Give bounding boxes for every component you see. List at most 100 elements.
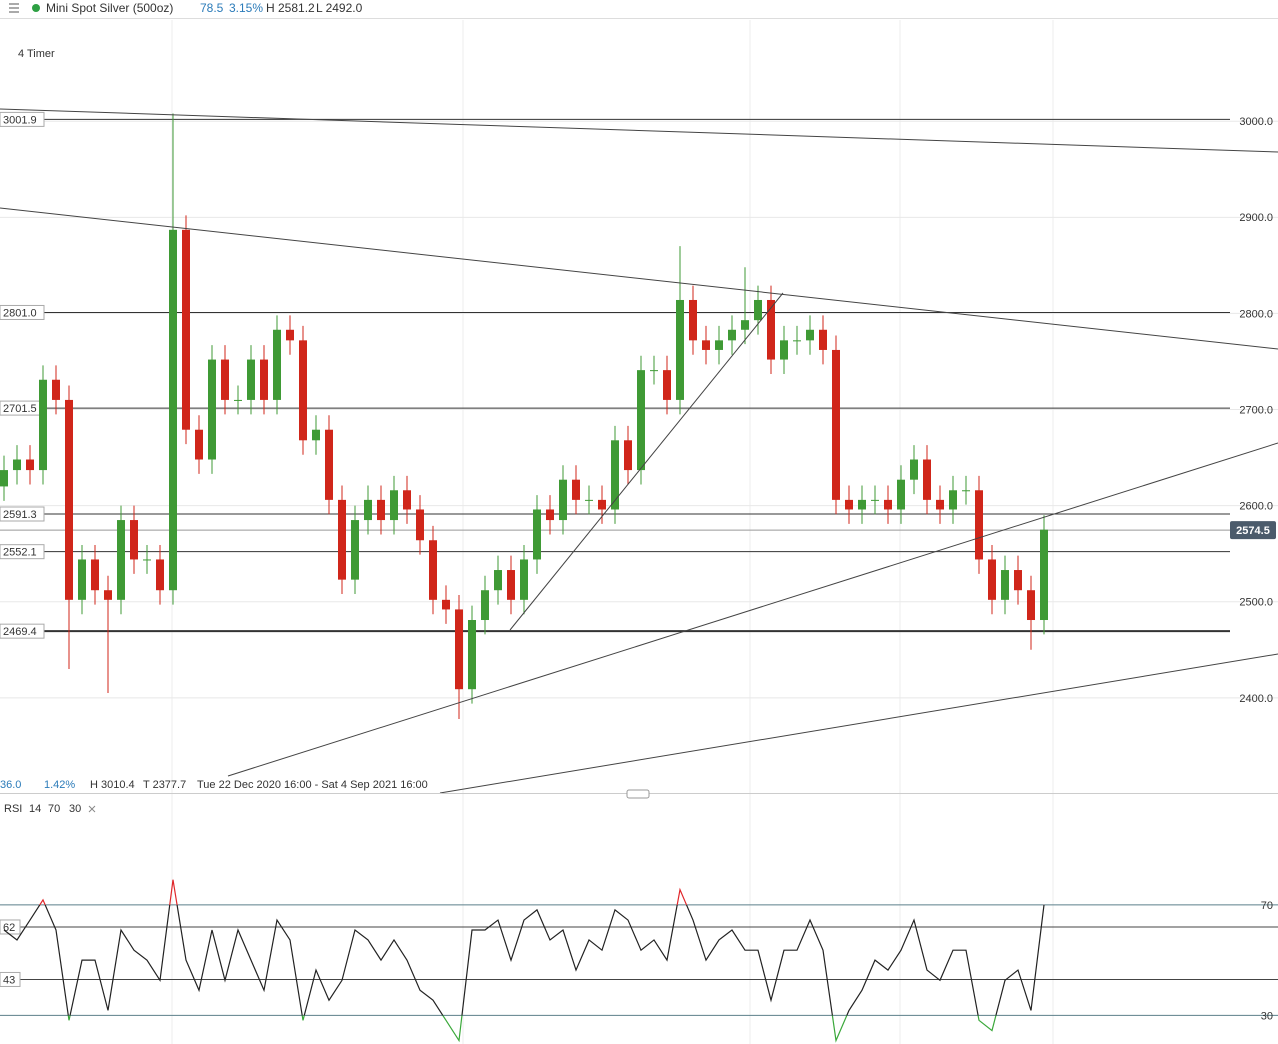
info-range: Tue 22 Dec 2020 16:00 - Sat 4 Sep 2021 1… — [197, 779, 428, 791]
candle-body — [546, 509, 554, 521]
level-label: 2801.0 — [3, 307, 37, 319]
candle-body — [858, 499, 866, 510]
candle-body — [689, 299, 697, 341]
level-tag — [0, 304, 45, 320]
candle-body — [572, 479, 580, 500]
candle-body — [728, 329, 736, 341]
level-label: 2701.5 — [3, 403, 37, 415]
candle-body — [429, 540, 437, 600]
y-tick-label: 2800.0 — [1239, 308, 1273, 320]
candle-body — [65, 399, 73, 600]
header-high: H 2581.2 — [266, 1, 315, 15]
candle-body — [780, 340, 788, 360]
candle-body — [78, 559, 86, 600]
candle-body — [169, 229, 177, 591]
candle-body — [949, 490, 957, 510]
y-tick-label: 2700.0 — [1239, 404, 1273, 416]
timeframe: 4 Timer — [18, 48, 55, 60]
y-tick-label: 2900.0 — [1239, 212, 1273, 224]
candle-body — [481, 590, 489, 621]
candle-body — [455, 609, 463, 690]
y-tick-label: 2500.0 — [1239, 597, 1273, 609]
candle-body — [273, 329, 281, 400]
header-low: L 2492.0 — [316, 1, 363, 15]
candle-body — [806, 329, 814, 341]
candle-body — [364, 499, 372, 521]
candle-body — [351, 520, 359, 580]
menu-icon[interactable] — [9, 3, 19, 13]
y-tick-label: 30 — [1261, 1010, 1273, 1022]
instrument-name[interactable]: Mini Spot Silver (500oz) — [46, 1, 173, 15]
candle-body — [13, 459, 21, 471]
y-tick-label: 3000.0 — [1239, 116, 1273, 128]
status-dot — [32, 4, 40, 12]
level-tag — [0, 111, 45, 127]
candle-body — [39, 379, 47, 471]
candle-body — [663, 370, 671, 400]
rsi-close[interactable] — [88, 805, 96, 813]
rsi-label: RSI — [4, 803, 22, 815]
candle-body — [585, 499, 593, 501]
candle-body — [416, 509, 424, 541]
header-change: 78.5 — [200, 1, 224, 15]
level-tag — [0, 623, 45, 639]
candle-body — [975, 490, 983, 560]
header-change-pct: 3.15% — [229, 1, 263, 15]
candle-body — [767, 299, 775, 360]
candle-body — [637, 370, 645, 471]
candle-body — [377, 499, 385, 521]
candle-body — [871, 499, 879, 501]
candle-body — [1027, 590, 1035, 621]
candle-body — [312, 429, 320, 441]
trendlines — [0, 108, 1278, 794]
level-label: 3001.9 — [3, 114, 37, 126]
header-bar — [0, 0, 1278, 18]
candle-body — [234, 399, 242, 401]
y-tick-label: 70 — [1261, 900, 1273, 912]
rsi-line — [3, 879, 1045, 1043]
rsi-lower: 30 — [69, 803, 81, 815]
level-tag — [0, 544, 45, 560]
candle-body — [117, 520, 125, 600]
candle-body — [598, 499, 606, 510]
candle-body — [286, 329, 294, 341]
candle-body — [442, 599, 450, 610]
candle-body — [884, 499, 892, 510]
candle-body — [611, 440, 619, 510]
candle-body — [832, 349, 840, 500]
candle-body — [52, 379, 60, 400]
last-price-label: 2574.5 — [1236, 525, 1270, 537]
candle-body — [845, 499, 853, 510]
candle-body — [1040, 529, 1048, 621]
level-label: 2591.3 — [3, 509, 37, 521]
candle-body — [221, 359, 229, 400]
candle-body — [988, 559, 996, 600]
candle-body — [91, 559, 99, 591]
candle-body — [715, 340, 723, 350]
candle-body — [507, 570, 515, 600]
level-label: 43 — [3, 974, 15, 986]
candle-body — [923, 459, 931, 500]
candle-body — [325, 429, 333, 500]
candle-body — [793, 340, 801, 342]
candle-body — [741, 320, 749, 330]
level-label: 62 — [3, 922, 15, 934]
candle-body — [195, 429, 203, 460]
level-label: 2552.1 — [3, 547, 37, 559]
candle-body — [520, 559, 528, 600]
candle-body — [494, 570, 502, 591]
info-low: T 2377.7 — [143, 779, 186, 791]
candle-body — [403, 490, 411, 510]
resize-handle[interactable] — [626, 789, 650, 799]
candle-body — [143, 559, 151, 561]
candle-body — [676, 299, 684, 400]
candle-body — [897, 479, 905, 510]
candle-body — [26, 459, 34, 471]
candle-body — [819, 329, 827, 350]
level-tag — [0, 506, 45, 522]
level-tag — [0, 971, 21, 987]
candle-body — [559, 479, 567, 521]
candle-body — [650, 370, 658, 372]
candle-body — [390, 490, 398, 521]
